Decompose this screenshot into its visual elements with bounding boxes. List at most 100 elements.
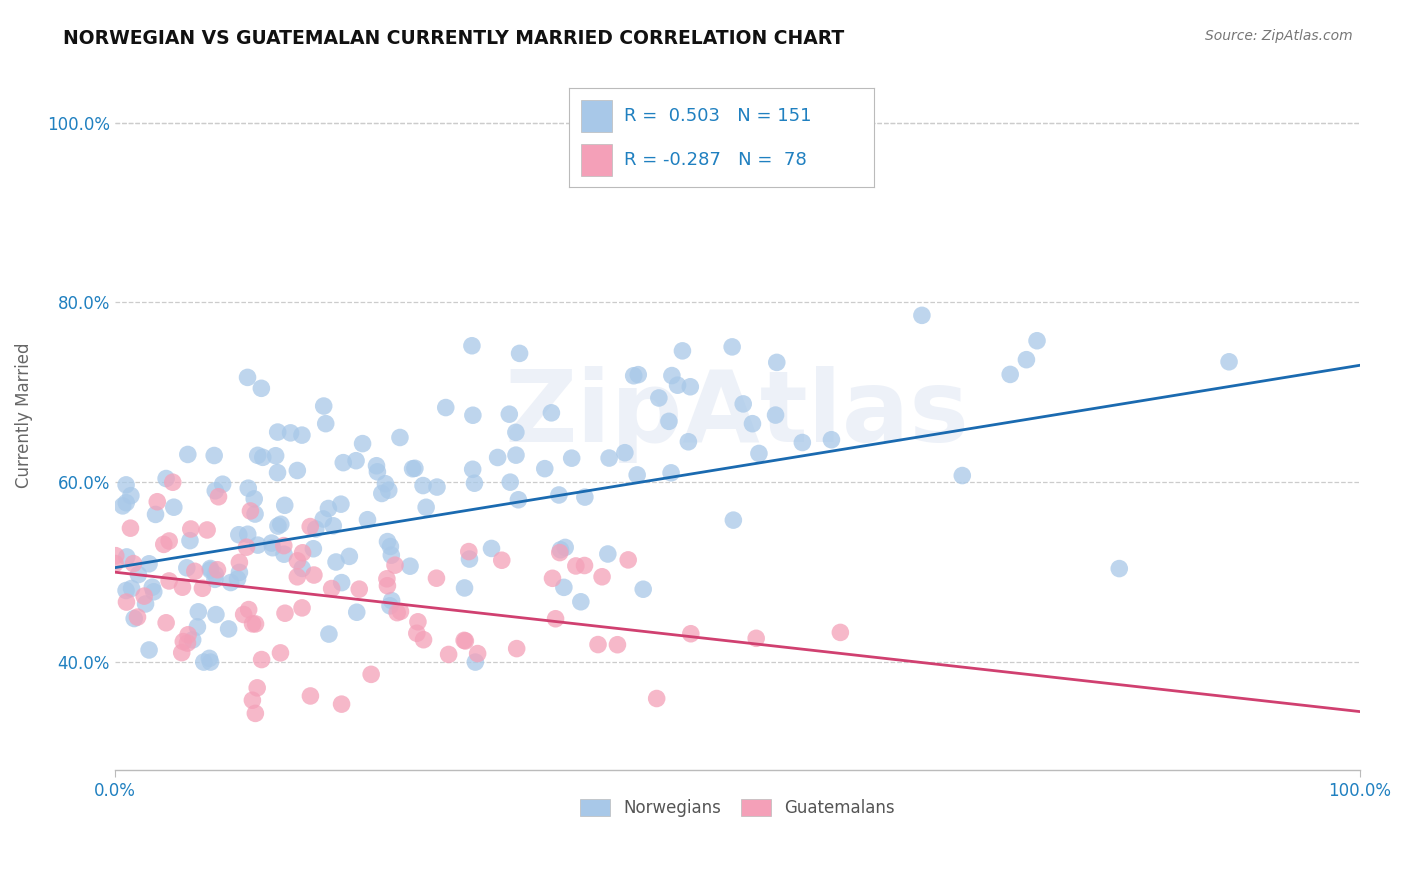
Text: NORWEGIAN VS GUATEMALAN CURRENTLY MARRIED CORRELATION CHART: NORWEGIAN VS GUATEMALAN CURRENTLY MARRIE… (63, 29, 845, 47)
Point (245, 706, 267, 721)
Point (235, 540, 257, 554)
Point (533, 461, 555, 475)
Point (505, 448, 527, 462)
Point (285, 463, 308, 477)
Point (204, 567, 226, 582)
Point (325, 555, 347, 569)
Point (375, 572, 398, 586)
Point (1015, 352, 1038, 367)
Point (267, 425, 290, 439)
Point (204, 572, 226, 586)
Point (723, 513, 745, 527)
Point (337, 549, 360, 564)
Point (623, 368, 645, 383)
Point (243, 507, 266, 521)
Point (269, 646, 291, 660)
Point (388, 430, 411, 444)
Point (198, 651, 221, 665)
Point (127, 610, 149, 624)
Point (505, 641, 527, 656)
Point (544, 612, 567, 626)
Point (172, 634, 194, 648)
Point (645, 691, 668, 706)
Point (155, 615, 177, 630)
Point (481, 541, 503, 556)
Point (505, 425, 527, 440)
Point (1108, 561, 1130, 575)
Point (155, 471, 177, 485)
Point (291, 546, 314, 560)
Legend: Norwegians, Guatemalans: Norwegians, Guatemalans (571, 791, 903, 826)
Point (457, 544, 479, 558)
Point (250, 381, 273, 395)
Point (453, 581, 475, 595)
Point (950, 468, 973, 483)
Point (548, 488, 571, 502)
Point (312, 399, 335, 413)
Point (344, 453, 367, 467)
Point (463, 476, 485, 491)
Point (120, 489, 142, 503)
Point (115, 549, 138, 564)
Point (120, 521, 142, 535)
Point (748, 446, 770, 460)
Point (207, 563, 229, 577)
Point (226, 572, 249, 586)
Point (135, 597, 157, 611)
Point (291, 561, 314, 575)
Point (122, 611, 145, 625)
Point (179, 533, 201, 548)
Point (380, 540, 402, 554)
Point (721, 340, 744, 354)
Point (186, 620, 208, 634)
Point (218, 622, 240, 636)
Point (200, 561, 222, 575)
Point (238, 602, 260, 616)
Point (285, 570, 308, 584)
Point (332, 456, 354, 470)
Point (911, 309, 934, 323)
Point (204, 483, 226, 498)
Point (228, 566, 250, 580)
Point (267, 519, 290, 533)
Point (193, 655, 215, 669)
Point (104, 557, 127, 571)
Point (322, 518, 344, 533)
Point (405, 626, 427, 640)
Point (458, 552, 481, 566)
Point (176, 561, 198, 575)
Point (412, 478, 434, 492)
Point (200, 563, 222, 577)
Point (187, 605, 209, 619)
Point (631, 582, 654, 597)
Point (377, 534, 399, 549)
Point (661, 368, 683, 383)
Point (467, 647, 489, 661)
Point (115, 595, 138, 609)
Point (371, 486, 394, 500)
Point (273, 547, 295, 561)
Point (239, 504, 262, 518)
Point (207, 490, 229, 504)
Point (273, 539, 295, 553)
Point (389, 604, 412, 618)
Point (498, 407, 520, 421)
Point (374, 476, 396, 491)
Point (176, 636, 198, 650)
Point (550, 542, 572, 557)
Point (121, 582, 143, 596)
Point (152, 537, 174, 551)
Point (291, 600, 314, 615)
Point (454, 634, 477, 648)
Point (671, 343, 693, 358)
Point (318, 501, 340, 516)
Point (142, 584, 165, 599)
Point (242, 616, 264, 631)
Point (274, 498, 297, 512)
Point (104, 549, 127, 563)
Point (426, 480, 449, 494)
Point (486, 450, 509, 465)
Point (606, 638, 628, 652)
Point (586, 638, 609, 652)
Point (617, 553, 640, 567)
